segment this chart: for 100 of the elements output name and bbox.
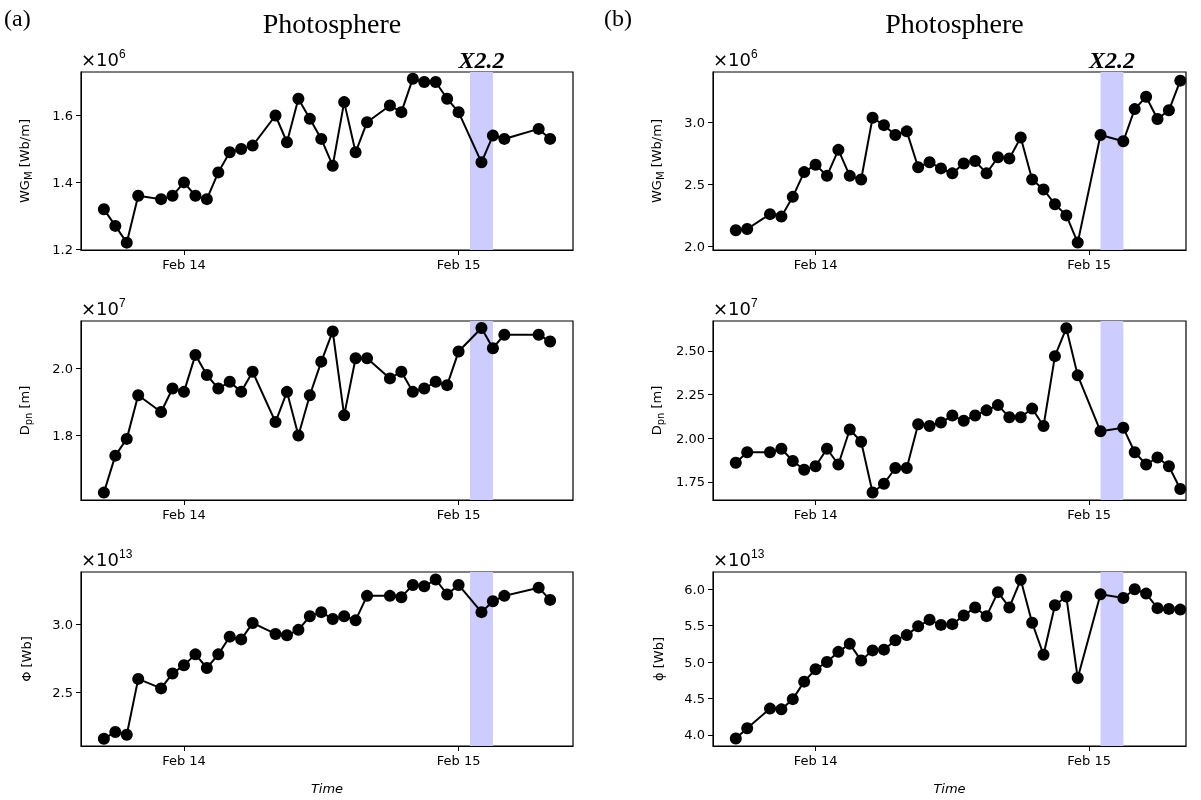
point bbox=[832, 645, 845, 658]
point bbox=[1026, 173, 1039, 186]
point bbox=[798, 675, 811, 688]
point bbox=[969, 155, 982, 167]
chart-title: Photosphere bbox=[262, 7, 402, 39]
x-tick-label: Feb 15 bbox=[1067, 507, 1111, 522]
x-tick-label: Feb 14 bbox=[793, 257, 838, 272]
y-axis-title: Φ [Wb] bbox=[19, 636, 34, 682]
y-axis-title: Dpn [m] bbox=[648, 385, 666, 436]
point bbox=[912, 620, 925, 633]
y-tick-label: 1.8 bbox=[52, 428, 73, 444]
x-tick-label: Feb 14 bbox=[162, 753, 206, 768]
y-tick-label: 1.75 bbox=[676, 474, 705, 490]
point bbox=[1003, 411, 1016, 424]
x-axis-title: Time bbox=[310, 781, 344, 796]
point bbox=[889, 129, 902, 142]
point bbox=[957, 414, 970, 427]
point bbox=[991, 151, 1004, 164]
point bbox=[832, 458, 845, 471]
x-tick-label: Feb 15 bbox=[436, 257, 481, 272]
point bbox=[934, 162, 947, 175]
y-axis-title: WGM [Wb/m] bbox=[16, 119, 34, 203]
x-tick-label: Feb 15 bbox=[436, 753, 481, 768]
point bbox=[843, 637, 856, 650]
band-label: X2.2 bbox=[457, 47, 505, 73]
x-tick-label: Feb 15 bbox=[1067, 753, 1111, 768]
band-label: X2.2 bbox=[1087, 47, 1135, 73]
point bbox=[764, 446, 776, 459]
y-tick-label: 2.5 bbox=[684, 176, 705, 192]
point bbox=[866, 644, 879, 657]
point bbox=[877, 477, 890, 490]
point bbox=[912, 161, 925, 174]
y-tick-label: 6.0 bbox=[684, 581, 705, 597]
point bbox=[1014, 411, 1027, 424]
point bbox=[1014, 131, 1027, 144]
y-tick-label: 3.0 bbox=[684, 115, 705, 131]
point bbox=[786, 455, 799, 468]
point bbox=[820, 656, 833, 669]
point bbox=[980, 610, 993, 623]
point bbox=[980, 404, 993, 417]
point bbox=[1014, 573, 1027, 586]
point bbox=[1037, 420, 1050, 433]
point bbox=[764, 208, 776, 221]
point bbox=[775, 442, 788, 455]
point bbox=[1026, 616, 1039, 629]
point bbox=[900, 629, 913, 642]
point bbox=[980, 167, 993, 180]
point bbox=[1003, 152, 1016, 165]
point bbox=[1060, 590, 1073, 603]
point bbox=[1037, 648, 1050, 661]
x-axis-title: Time bbox=[933, 781, 966, 796]
point bbox=[798, 463, 811, 476]
y-axis-title: WGM [Wb/m] bbox=[648, 119, 666, 203]
point bbox=[900, 125, 913, 138]
point bbox=[877, 643, 890, 656]
y-tick-label: 5.0 bbox=[684, 654, 705, 670]
y-tick-label: 1.2 bbox=[52, 241, 73, 257]
point bbox=[809, 460, 822, 473]
point bbox=[900, 462, 913, 475]
point bbox=[946, 167, 959, 180]
point bbox=[923, 156, 936, 169]
point bbox=[889, 634, 902, 647]
point bbox=[1003, 601, 1016, 614]
point bbox=[1060, 322, 1073, 335]
y-tick-label: 2.0 bbox=[684, 238, 705, 254]
x-tick-label: Feb 15 bbox=[1067, 257, 1111, 272]
point bbox=[855, 435, 868, 448]
point bbox=[1026, 402, 1039, 415]
point bbox=[1071, 236, 1084, 249]
point bbox=[866, 111, 879, 124]
y-tick-label: 5.5 bbox=[684, 618, 705, 634]
point bbox=[798, 166, 811, 179]
y-tick-label: 2.00 bbox=[676, 430, 705, 446]
chart-title: Photosphere bbox=[885, 7, 1024, 39]
point bbox=[775, 210, 788, 223]
point bbox=[764, 702, 776, 715]
point bbox=[866, 486, 879, 499]
x-tick-label: Feb 14 bbox=[162, 507, 206, 522]
y-tick-label: 1.4 bbox=[52, 174, 73, 190]
y-tick-label: 3.0 bbox=[52, 616, 73, 632]
point bbox=[889, 462, 902, 475]
y-tick-label: 2.5 bbox=[52, 684, 73, 700]
x-tick-label: Feb 14 bbox=[793, 507, 838, 522]
point bbox=[923, 420, 936, 433]
point bbox=[786, 190, 799, 203]
point bbox=[1048, 350, 1061, 363]
point bbox=[1071, 369, 1084, 382]
y-tick-label: 1.6 bbox=[52, 108, 73, 123]
point bbox=[946, 618, 959, 631]
text: (a) bbox=[4, 5, 31, 31]
point bbox=[969, 601, 982, 614]
y-tick-label: 4.5 bbox=[684, 690, 705, 706]
point bbox=[923, 613, 936, 626]
point bbox=[843, 169, 856, 182]
point bbox=[1060, 209, 1073, 222]
point bbox=[855, 654, 868, 667]
text: (b) bbox=[604, 5, 632, 31]
point bbox=[957, 157, 970, 170]
point bbox=[1037, 183, 1050, 196]
x-tick-label: Feb 15 bbox=[436, 507, 481, 522]
